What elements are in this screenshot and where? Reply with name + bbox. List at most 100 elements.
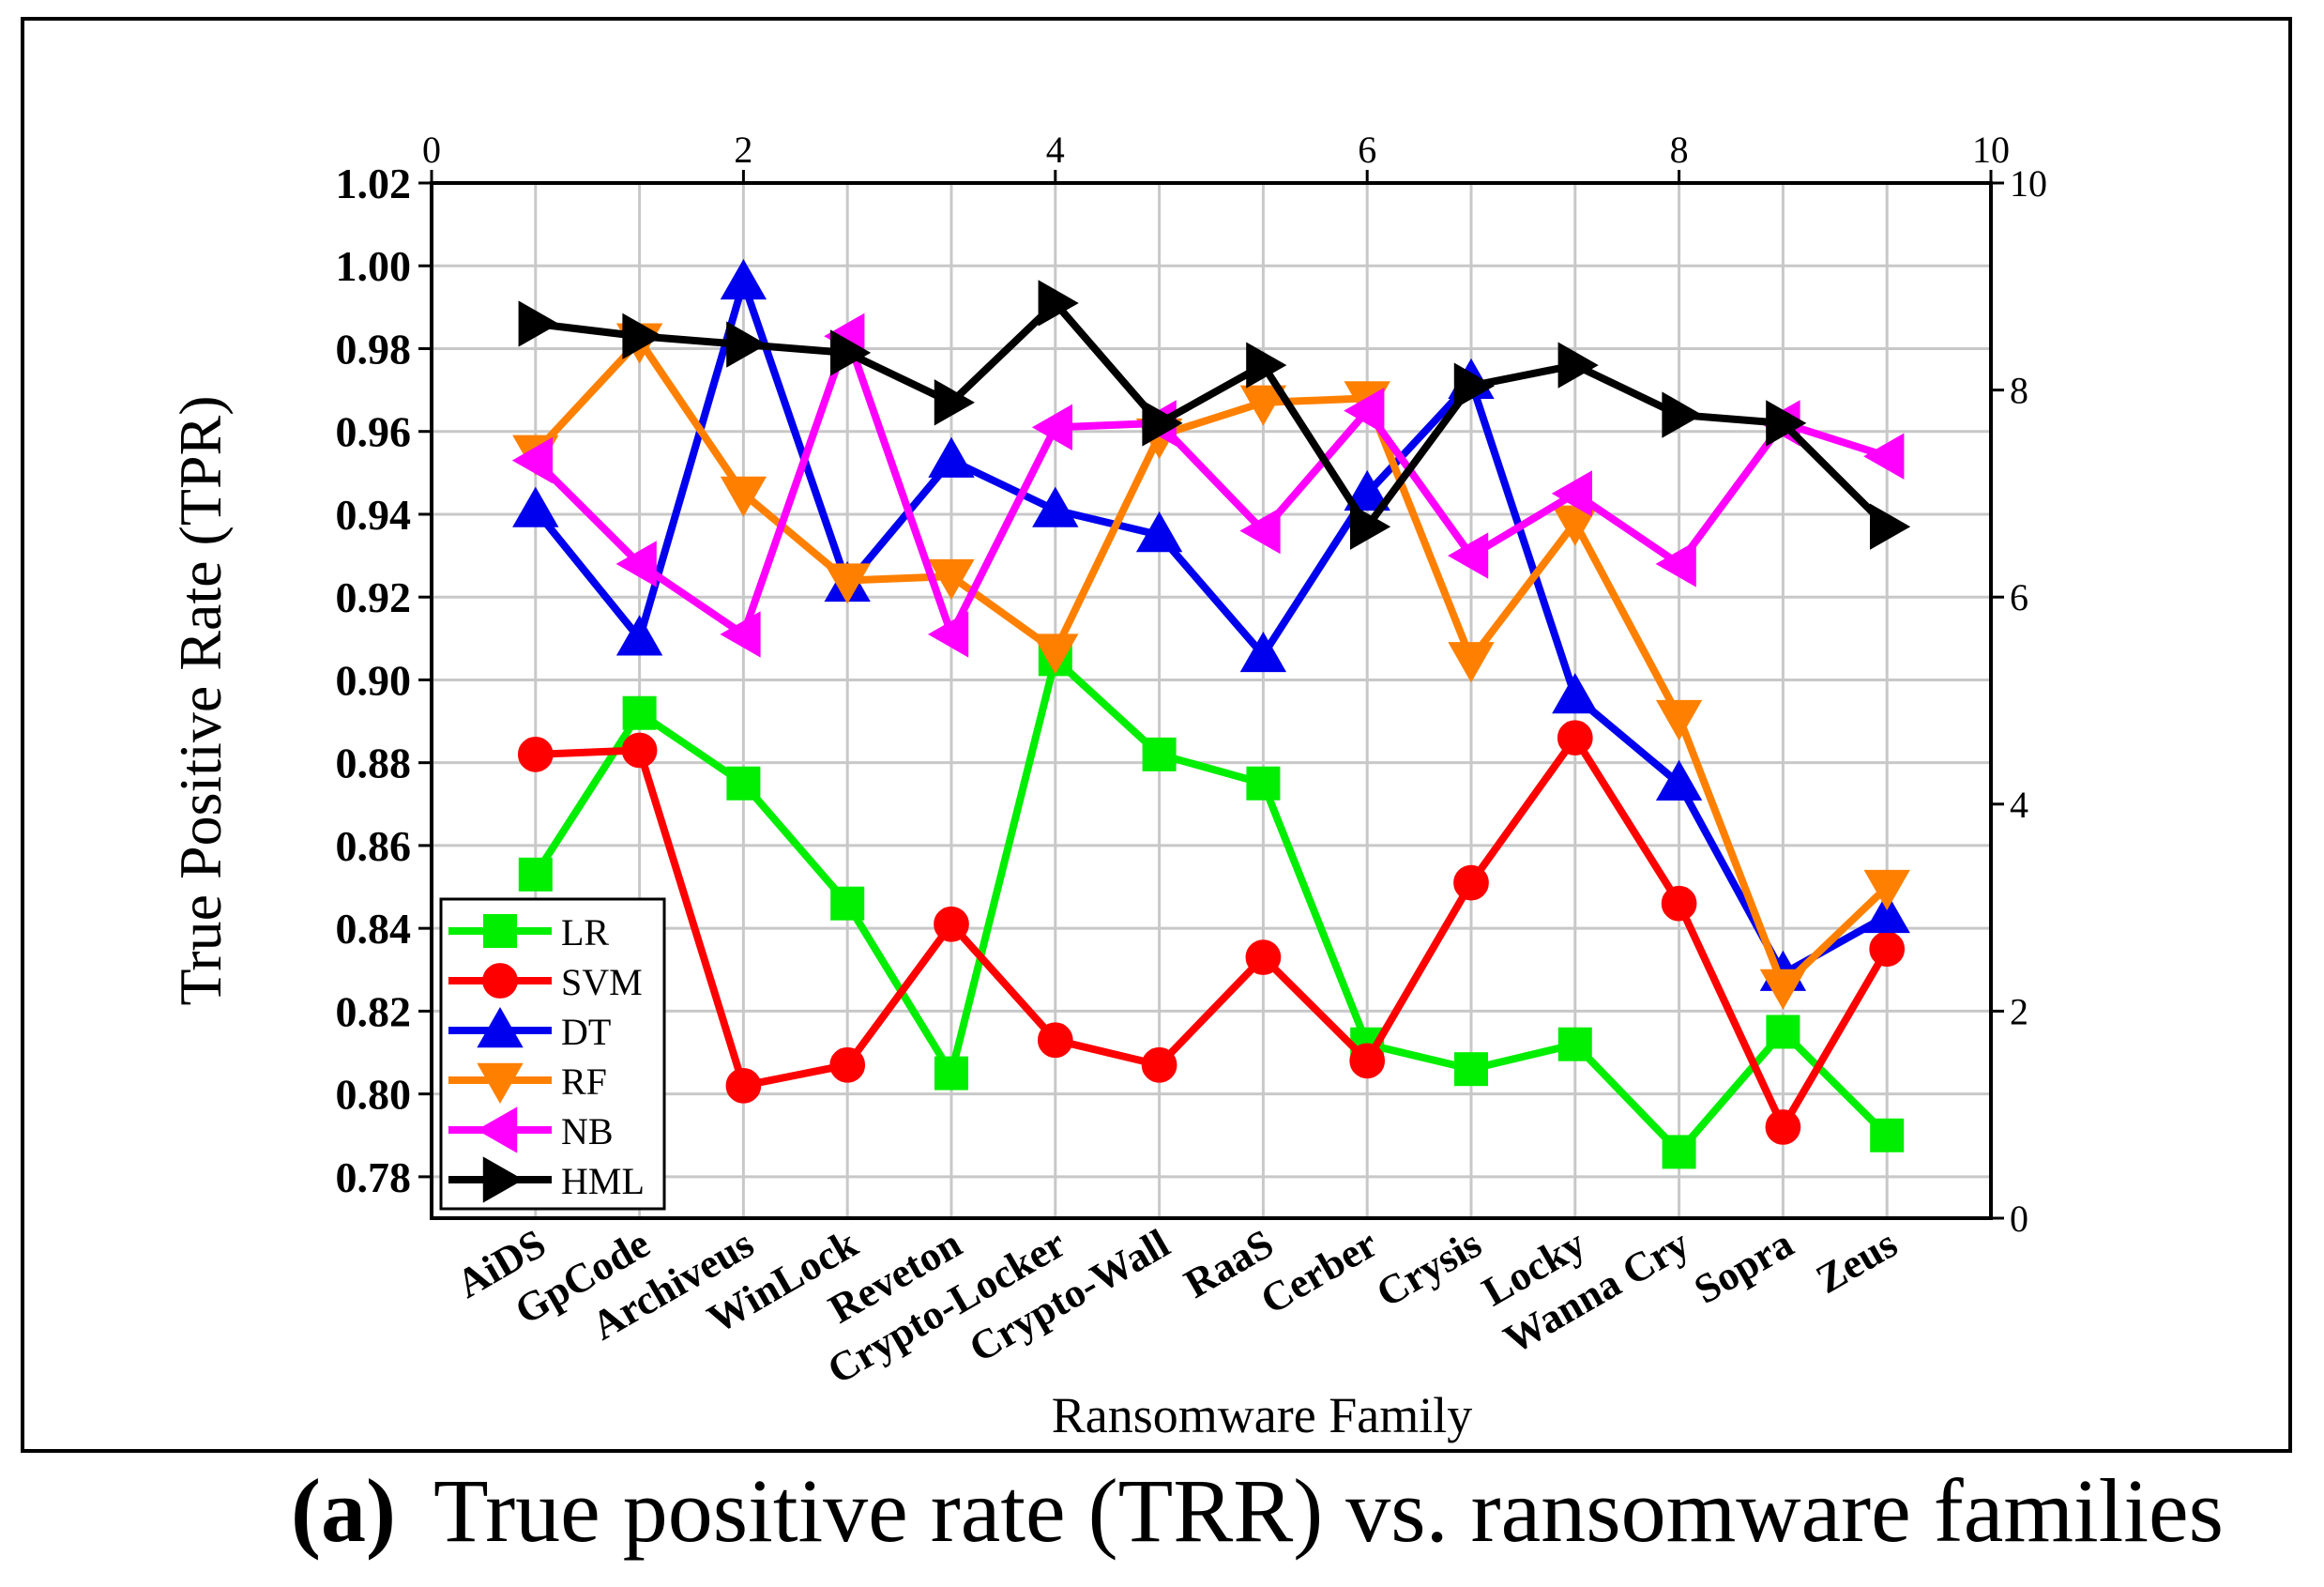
x2-tick-label: 6: [1358, 129, 1376, 171]
data-point-nb: [1863, 433, 1905, 480]
data-point-lr: [622, 695, 657, 730]
legend-label: DT: [561, 1011, 611, 1053]
data-point-hml: [1662, 391, 1703, 438]
data-point-svm: [829, 1046, 866, 1083]
data-point-lr: [1662, 1135, 1696, 1169]
y-tick-label: 0.86: [336, 822, 412, 870]
data-point-lr: [934, 1056, 968, 1091]
series-line-lr: [532, 655, 1891, 1156]
data-point-hml: [829, 329, 872, 376]
legend-label: HML: [561, 1160, 645, 1202]
y-tick-label: 0.88: [336, 740, 412, 787]
legend-item-dt: DT: [448, 1007, 611, 1053]
x2-tick-label: 0: [422, 129, 441, 171]
data-point-svm: [621, 732, 658, 769]
legend: LR SVM DT RF NB HML: [439, 897, 666, 1211]
data-point-lr: [518, 857, 553, 892]
legend-item-lr: LR: [448, 911, 609, 954]
plot-area-border: [430, 181, 1993, 1220]
data-point-hml: [934, 379, 975, 426]
data-point-dt: [1655, 759, 1703, 801]
y-tick-label: 0.94: [336, 491, 412, 539]
data-point-hml: [1453, 362, 1495, 409]
y-tick-label: 0.84: [336, 905, 412, 953]
caption-text: True positive rate (TRR) vs. ransomware …: [433, 1460, 2224, 1561]
data-point-rf: [928, 558, 975, 601]
data-point-svm: [1557, 720, 1593, 756]
data-point-hml: [1142, 400, 1183, 447]
data-point-dt: [1863, 892, 1910, 934]
data-point-svm: [1661, 885, 1697, 922]
data-point-dt: [615, 615, 663, 656]
legend-marker: [482, 963, 518, 999]
y-axis-ticks: 0.78 0.80 0.82 0.84 0.86 0.88 0.90 0.92 0.94 0.96…: [336, 160, 432, 1201]
legend-item-hml: HML: [448, 1156, 645, 1203]
data-point-svm: [1349, 1043, 1386, 1079]
x-axis-label: Ransomware Family: [1052, 1387, 1472, 1443]
data-point-dt: [1344, 469, 1390, 511]
data-point-svm: [1037, 1022, 1073, 1059]
data-point-dt: [1239, 632, 1287, 673]
data-point-nb: [1239, 507, 1281, 555]
series-rf: [512, 323, 1910, 1010]
data-point-lr: [1142, 737, 1177, 771]
data-point-hml: [518, 300, 559, 347]
data-point-hml: [1869, 503, 1911, 550]
data-point-lr: [1454, 1052, 1488, 1087]
data-point-nb: [1655, 541, 1696, 587]
data-point-nb: [928, 611, 969, 658]
data-point-hml: [1557, 342, 1599, 389]
data-point-svm: [1765, 1109, 1801, 1145]
series-line-dt: [532, 278, 1890, 978]
legend-item-svm: SVM: [448, 961, 643, 1003]
series-dt: [512, 258, 1910, 991]
x2-tick-label: 2: [734, 129, 752, 171]
secondary-x-axis-ticks: 0 2 4 6 8 10: [422, 129, 2010, 183]
data-point-lr: [1870, 1118, 1905, 1152]
data-point-rf: [1032, 633, 1079, 675]
data-point-lr: [726, 766, 761, 801]
data-point-hml: [1038, 280, 1079, 327]
data-point-hml: [622, 313, 663, 359]
data-point-lr: [1246, 766, 1281, 801]
x-axis-ticks: AiDSGpCodeArchiveusWinLockRevetonCrypto-…: [448, 1220, 1905, 1393]
data-point-svm: [934, 906, 969, 942]
data-point-rf: [1759, 969, 1807, 1010]
legend-item-nb: NB: [448, 1106, 614, 1153]
y-tick-label: 0.98: [336, 325, 412, 373]
series-line-nb: [532, 332, 1889, 638]
data-point-hml: [1766, 400, 1807, 447]
x-tick-label: Zeus: [1808, 1220, 1905, 1303]
data-point-rf: [720, 476, 767, 517]
series-hml: [518, 280, 1911, 550]
figure-caption: (a) True positive rate (TRR) vs. ransomwa…: [291, 1455, 2317, 1567]
y-axis-label: True Positive Rate (TPR): [167, 395, 234, 1005]
legend-label: NB: [561, 1110, 614, 1152]
y2-tick-label: 6: [2010, 576, 2028, 618]
legend-marker: [477, 1062, 524, 1104]
data-point-nb: [1031, 404, 1073, 450]
data-point-rf: [1239, 385, 1287, 426]
x2-tick-label: 8: [1670, 129, 1689, 171]
x2-tick-label: 4: [1046, 129, 1065, 171]
data-point-dt: [720, 258, 767, 300]
secondary-y-axis-ticks: 0 2 4 6 8 10: [1991, 162, 2047, 1240]
data-point-rf: [1655, 699, 1703, 741]
data-point-nb: [1551, 470, 1593, 517]
data-point-nb: [511, 436, 554, 484]
series-lr: [518, 642, 1905, 1169]
data-point-dt: [1135, 511, 1183, 553]
legend-label: RF: [561, 1061, 607, 1103]
legend-marker: [482, 1156, 524, 1203]
data-point-nb: [720, 611, 761, 658]
data-point-nb: [1344, 387, 1385, 435]
data-point-hml: [1246, 342, 1287, 389]
x2-tick-label: 10: [1972, 129, 2010, 171]
series-line-rf: [532, 336, 1890, 990]
x-tick-label: Cerber: [1253, 1220, 1385, 1323]
data-point-nb: [615, 541, 657, 587]
legend-marker: [483, 914, 517, 948]
legend-box: [439, 897, 666, 1211]
legend-marker: [477, 1106, 518, 1153]
